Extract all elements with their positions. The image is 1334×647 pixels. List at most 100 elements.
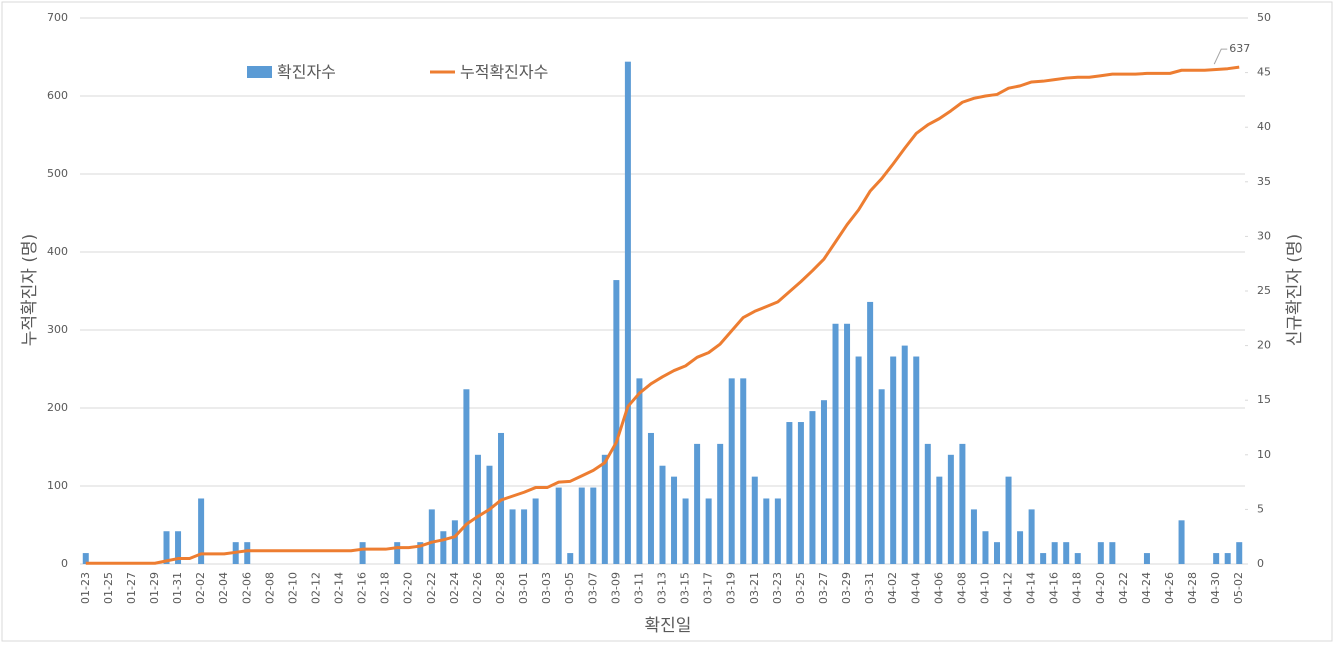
x-tick-label: 04-24	[1140, 572, 1153, 604]
y2-tick-label: 35	[1257, 175, 1271, 188]
bar	[451, 520, 458, 564]
x-tick-label: 03-05	[563, 572, 576, 604]
bar	[590, 487, 597, 564]
x-tick-label: 04-06	[932, 572, 945, 604]
bar	[82, 553, 89, 564]
y-tick-label: 600	[47, 89, 68, 102]
x-tick-label: 03-31	[863, 572, 876, 604]
bar	[1063, 542, 1070, 564]
bar	[763, 498, 770, 564]
bar	[751, 476, 758, 564]
bar	[417, 542, 424, 564]
y2-tick-label: 25	[1257, 284, 1271, 297]
legend-swatch	[247, 66, 272, 78]
x-tick-label: 04-16	[1048, 572, 1061, 604]
x-tick-label: 02-28	[494, 572, 507, 604]
label-leader	[1213, 48, 1228, 65]
bar	[440, 531, 447, 564]
bar	[486, 465, 493, 564]
bar	[1213, 553, 1220, 564]
x-tick-label: 03-15	[679, 572, 692, 604]
bar	[855, 356, 862, 564]
x-tick-label: 04-28	[1186, 572, 1199, 604]
legend-label: 확진자수	[277, 63, 336, 82]
x-axis-title: 확진일	[645, 616, 692, 636]
x-tick-label: 04-20	[1094, 572, 1107, 604]
bar	[647, 432, 654, 564]
bar	[774, 498, 781, 564]
x-tick-label: 04-02	[886, 572, 899, 604]
bar	[509, 509, 516, 564]
bar	[1005, 476, 1012, 564]
x-tick-label: 02-04	[217, 572, 230, 604]
bar	[970, 509, 977, 564]
bar	[394, 542, 401, 564]
bar	[1224, 553, 1231, 564]
y2-tick-label: 50	[1257, 11, 1271, 24]
bar	[786, 422, 793, 564]
x-tick-label: 02-20	[402, 572, 415, 604]
bar	[832, 323, 839, 564]
x-tick-label: 05-02	[1232, 572, 1245, 604]
x-tick-label: 02-02	[194, 572, 207, 604]
x-tick-label: 04-22	[1117, 572, 1130, 604]
x-tick-label: 03-09	[609, 572, 622, 604]
x-tick-label: 04-26	[1163, 572, 1176, 604]
bar	[601, 454, 608, 564]
x-tick-label: 04-14	[1025, 572, 1038, 604]
x-tick-label: 02-22	[425, 572, 438, 604]
bar	[901, 345, 908, 564]
x-tick-label: 03-23	[771, 572, 784, 604]
bar	[982, 531, 989, 564]
x-tick-label: 04-30	[1209, 572, 1222, 604]
bar	[694, 443, 701, 564]
x-tick-label: 02-26	[471, 572, 484, 604]
y2-tick-label: 45	[1257, 66, 1271, 79]
x-tick-label: 02-10	[286, 572, 299, 604]
x-tick-label: 02-06	[240, 572, 253, 604]
x-tick-label: 01-31	[171, 572, 184, 604]
bar	[809, 411, 816, 564]
y2-tick-label: 5	[1257, 502, 1264, 515]
y-tick-label: 500	[47, 167, 68, 180]
bar	[613, 280, 620, 564]
y-tick-label: 300	[47, 323, 68, 336]
bar	[924, 443, 931, 564]
y-tick-label: 400	[47, 245, 68, 258]
y-tick-label: 100	[47, 479, 68, 492]
x-tick-label: 01-27	[125, 572, 138, 604]
bar	[1074, 553, 1081, 564]
x-tick-label: 04-10	[978, 572, 991, 604]
x-tick-label: 03-17	[702, 572, 715, 604]
bar	[994, 542, 1001, 564]
bar	[820, 400, 827, 564]
bar	[636, 378, 643, 564]
x-tick-label: 02-16	[356, 572, 369, 604]
y-tick-label: 700	[47, 11, 68, 24]
bar	[705, 498, 712, 564]
x-tick-label: 02-24	[448, 572, 461, 604]
bar	[717, 443, 724, 564]
y2-tick-label: 20	[1257, 339, 1271, 352]
x-tick-label: 02-12	[309, 572, 322, 604]
bar	[682, 498, 689, 564]
y2-axis-title: 신규확진자 (명)	[1285, 234, 1305, 347]
y-tick-label: 200	[47, 401, 68, 414]
bar	[532, 498, 539, 564]
bar	[659, 465, 666, 564]
bar	[1178, 520, 1185, 564]
x-tick-label: 03-13	[656, 572, 669, 604]
x-tick-label: 04-08	[955, 572, 968, 604]
bar	[959, 443, 966, 564]
x-tick-label: 02-14	[333, 572, 346, 604]
x-tick-label: 01-25	[102, 572, 115, 604]
bar	[740, 378, 747, 564]
bar	[947, 454, 954, 564]
x-tick-label: 03-21	[748, 572, 761, 604]
bar	[797, 422, 804, 564]
y2-tick-label: 0	[1257, 557, 1264, 570]
y-axis-title: 누적확진자 (명)	[20, 234, 40, 347]
bar	[878, 389, 885, 564]
bar	[578, 487, 585, 564]
